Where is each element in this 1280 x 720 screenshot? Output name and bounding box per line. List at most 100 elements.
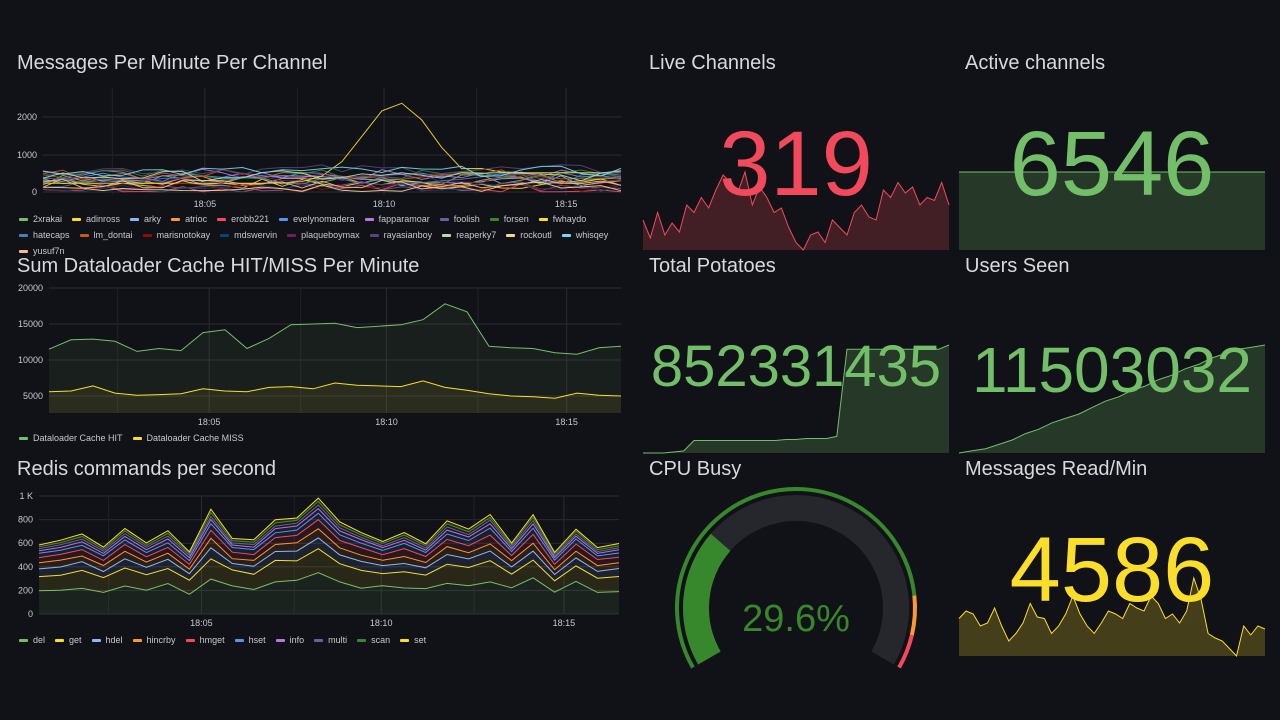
panel-title[interactable]: Redis commands per second: [17, 458, 277, 480]
panel-title[interactable]: Live Channels: [649, 52, 776, 74]
panel-title[interactable]: Total Potatoes: [649, 255, 776, 277]
legend-swatch: [130, 217, 140, 221]
legend-label: mdswervin: [234, 230, 278, 240]
series-area: [39, 548, 619, 595]
sparkline-line: [643, 344, 950, 454]
series-line[interactable]: [38, 519, 620, 566]
legend-item[interactable]: hincrby: [132, 635, 176, 645]
legend-item[interactable]: marisnotokay: [142, 230, 211, 240]
sparkline-area: [643, 345, 949, 453]
panel-title[interactable]: CPU Busy: [649, 458, 742, 480]
legend-swatch: [142, 233, 152, 237]
series-line[interactable]: [38, 500, 620, 556]
series-line[interactable]: [42, 172, 622, 184]
panel-title[interactable]: Sum Dataloader Cache HIT/MISS Per Minute: [17, 255, 420, 277]
legend-item[interactable]: evelynomadera: [279, 214, 355, 224]
legend-item[interactable]: fwhaydo: [538, 214, 587, 224]
series-line[interactable]: [43, 102, 621, 184]
series-line[interactable]: [48, 303, 622, 355]
legend-swatch: [19, 436, 28, 440]
legend-label: rockoutl: [520, 230, 552, 240]
redis-chart[interactable]: 1 K 800 600 400 200 0 18:05 18:10 18:15: [17, 488, 629, 648]
series-line[interactable]: [38, 507, 620, 559]
chart-legend[interactable]: Dataloader Cache HIT Dataloader Cache MIS…: [19, 433, 619, 443]
series-line[interactable]: [38, 537, 620, 576]
stat-value: 319: [719, 113, 873, 215]
legend-item[interactable]: whisqey: [561, 230, 608, 240]
x-tick-label: 18:15: [555, 417, 578, 427]
chart-legend[interactable]: del get hdel hincrby hmget hset info multi scan s…: [19, 635, 619, 645]
legend-item[interactable]: foolish: [439, 214, 480, 224]
legend-item[interactable]: hatecaps: [19, 230, 70, 240]
legend-label: hatecaps: [33, 230, 70, 240]
legend-item[interactable]: forsen: [489, 214, 529, 224]
sparkline-line: [958, 344, 1266, 454]
panel-title[interactable]: Active channels: [965, 52, 1106, 74]
legend-swatch: [91, 638, 101, 642]
legend-label: marisnotokay: [156, 230, 211, 240]
legend-label: hdel: [105, 635, 123, 645]
legend-item[interactable]: lm_dontai: [79, 230, 133, 240]
legend-item[interactable]: arky: [130, 214, 161, 224]
legend-item[interactable]: rayasianboy: [369, 230, 432, 240]
stat-value: 852331435: [650, 334, 942, 399]
legend-item[interactable]: 2xrakai: [19, 214, 62, 224]
panel-messages-read: Messages Read/Min 4586: [958, 458, 1266, 658]
legend-item[interactable]: rockoutl: [506, 230, 552, 240]
legend-swatch: [171, 217, 181, 221]
panel-title[interactable]: Messages Per Minute Per Channel: [17, 52, 328, 74]
gauge-value-arc: [683, 533, 731, 665]
series-line[interactable]: [38, 504, 620, 557]
series-line[interactable]: [42, 170, 622, 182]
legend-item[interactable]: get: [55, 635, 82, 645]
series-line[interactable]: [48, 380, 622, 399]
legend-item[interactable]: erobb221: [217, 214, 269, 224]
series-line[interactable]: [38, 548, 620, 582]
x-tick-label: 18:05: [190, 618, 213, 628]
legend-swatch: [19, 233, 28, 237]
legend-item[interactable]: hdel: [91, 635, 123, 645]
dataloader-chart[interactable]: 20000 15000 10000 5000 18:05 18:10 18:15: [17, 283, 629, 435]
legend-label: fwhaydo: [552, 214, 587, 224]
live-channels-sparkline: [642, 170, 950, 251]
legend-swatch: [506, 233, 516, 237]
legend-item[interactable]: fapparamoar: [364, 214, 430, 224]
legend-item[interactable]: atrioc: [171, 214, 207, 224]
legend-item[interactable]: Dataloader Cache MISS: [132, 433, 244, 443]
legend-item[interactable]: hmget: [185, 635, 225, 645]
legend-item[interactable]: mdswervin: [220, 230, 277, 240]
series-area: [39, 572, 619, 614]
y-tick-label: 10000: [18, 355, 43, 365]
sparkline-line: [642, 170, 950, 251]
legend-item[interactable]: yusuf7n: [19, 246, 65, 256]
legend-item[interactable]: scan: [357, 635, 390, 645]
series-area: [49, 380, 621, 413]
legend-label: multi: [328, 635, 348, 645]
legend-item[interactable]: Dataloader Cache HIT: [19, 433, 123, 443]
series-line[interactable]: [38, 512, 620, 562]
panel-title[interactable]: Messages Read/Min: [965, 458, 1148, 480]
legend-swatch: [439, 217, 449, 221]
legend-item[interactable]: del: [19, 635, 45, 645]
series-line[interactable]: [38, 497, 620, 554]
panel-title[interactable]: Users Seen: [965, 255, 1070, 277]
legend-item[interactable]: plaqueboymax: [287, 230, 360, 240]
legend-item[interactable]: multi: [314, 635, 347, 645]
legend-item[interactable]: hset: [234, 635, 266, 645]
legend-label: hmget: [199, 635, 225, 645]
legend-item[interactable]: adinross: [72, 214, 120, 224]
messages-chart[interactable]: 2000 1000 0 18:05 18:10 18:15: [17, 82, 629, 232]
series-line[interactable]: [42, 178, 622, 190]
y-tick-label: 0: [28, 609, 33, 619]
series-line[interactable]: [42, 165, 622, 178]
series-line[interactable]: [38, 528, 620, 571]
legend-swatch: [489, 217, 499, 221]
gauge-value: 29.6%: [742, 598, 850, 640]
legend-item[interactable]: reaperky7: [442, 230, 496, 240]
chart-legend[interactable]: 2xrakai adinross arky atrioc erobb221 evelyno…: [19, 214, 619, 256]
legend-item[interactable]: set: [400, 635, 426, 645]
y-tick-label: 15000: [18, 319, 43, 329]
legend-item[interactable]: info: [275, 635, 304, 645]
series-line[interactable]: [38, 572, 620, 595]
y-tick-label: 5000: [23, 391, 43, 401]
